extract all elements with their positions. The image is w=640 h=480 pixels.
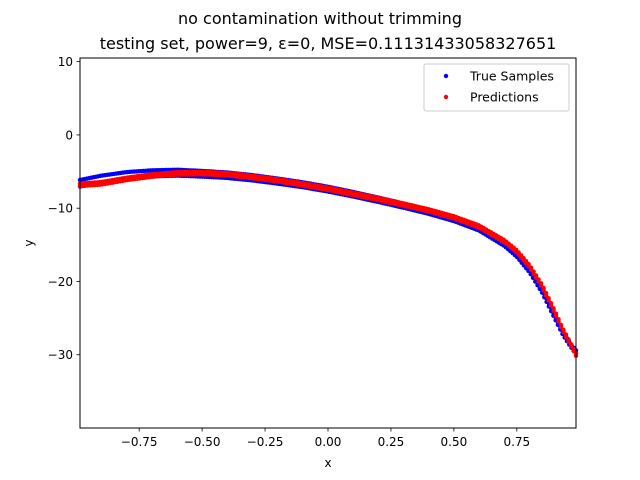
predictions-point <box>526 261 531 267</box>
legend-marker-predictions <box>443 94 449 100</box>
predictions-point <box>518 253 524 258</box>
predictions-point <box>556 317 561 322</box>
predictions-point <box>543 290 549 296</box>
predictions-point <box>531 269 536 274</box>
y-tick-label: −20 <box>48 275 73 289</box>
predictions-point <box>523 258 529 264</box>
predictions-point <box>568 341 574 347</box>
predictions-point <box>563 332 569 337</box>
y-axis-label: y <box>22 239 36 246</box>
predictions-point <box>541 285 546 291</box>
legend: True Samples Predictions <box>423 63 570 112</box>
y-tick-label: −30 <box>48 348 73 362</box>
y-tick-label: −10 <box>48 202 73 216</box>
legend-label-true-samples: True Samples <box>469 69 554 84</box>
predictions-point <box>536 277 541 282</box>
x-tick-label: 0.00 <box>315 435 342 449</box>
legend-box <box>423 63 570 112</box>
predictions-point <box>566 337 571 342</box>
y-tick-label: 0 <box>65 128 73 142</box>
predictions-point <box>533 273 539 278</box>
x-axis-label: x <box>324 456 331 470</box>
x-tick-label: 0.25 <box>378 435 405 449</box>
predictions-point <box>558 322 564 327</box>
legend-marker-true-samples <box>443 73 449 79</box>
predictions-point <box>548 301 554 306</box>
x-axis-ticks: −0.75 −0.50 −0.25 0.00 0.25 0.50 0.75 <box>121 428 530 449</box>
legend-label-predictions: Predictions <box>470 90 539 105</box>
predictions-point <box>528 265 534 270</box>
x-tick-label: 0.50 <box>441 435 468 449</box>
y-axis-ticks: 10 0 −10 −20 −30 <box>48 55 80 362</box>
predictions-point <box>516 250 521 255</box>
points-layer <box>77 167 579 359</box>
predictions-point <box>553 311 559 316</box>
chart-title: no contamination without trimming <box>178 9 462 28</box>
y-tick-label: 10 <box>58 55 73 69</box>
x-tick-label: 0.75 <box>503 435 530 449</box>
predictions-point <box>521 256 526 261</box>
x-tick-label: −0.75 <box>121 435 158 449</box>
predictions-point <box>551 306 556 311</box>
predictions-point <box>538 281 544 286</box>
predictions-point <box>561 327 566 333</box>
x-tick-label: −0.25 <box>247 435 284 449</box>
predictions-point <box>546 295 551 301</box>
chart-subtitle: testing set, power=9, ε=0, MSE=0.1113143… <box>100 34 557 53</box>
x-tick-label: −0.50 <box>184 435 221 449</box>
predictions-point <box>571 346 576 351</box>
